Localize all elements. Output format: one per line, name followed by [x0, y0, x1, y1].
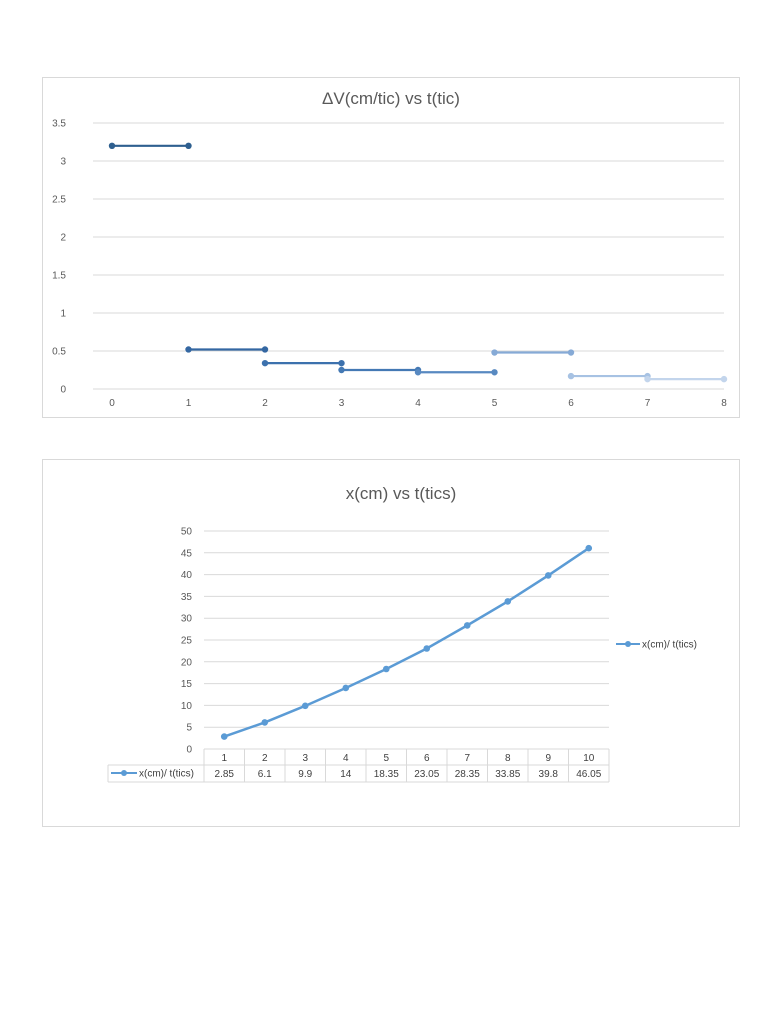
table-value-cell: 23.05	[414, 769, 439, 780]
x-tick-label: 0	[109, 398, 115, 409]
legend-label: x(cm)/ t(tics)	[642, 640, 697, 651]
table-value-cell: 28.35	[455, 769, 480, 780]
series-line	[223, 547, 590, 738]
table-value-cell: 9.9	[298, 769, 312, 780]
table-value-cell: 18.35	[374, 769, 399, 780]
y-tick-label: 30	[181, 614, 193, 625]
data-point	[382, 665, 390, 673]
x-tick-label: 10	[583, 753, 595, 764]
y-tick-label: 2.5	[52, 195, 66, 206]
y-tick-label: 1.5	[52, 271, 66, 282]
table-series-name: x(cm)/ t(tics)	[139, 769, 194, 780]
table-value-cell: 46.05	[576, 769, 601, 780]
x-tick-label: 6	[568, 398, 574, 409]
data-point	[567, 372, 575, 380]
position-chart-panel: x(cm) vs t(tics) 0 5 10 15 20 25 30 35 40 45 50 1 2.8…	[42, 459, 740, 827]
data-point	[338, 359, 345, 367]
x-tick-label: 7	[464, 753, 470, 764]
y-tick-label: 2	[60, 233, 66, 244]
data-point	[414, 369, 422, 376]
data-point	[301, 702, 309, 710]
table-legend-marker	[121, 770, 127, 776]
x-tick-label: 3	[302, 753, 308, 764]
velocity-chart-panel: ΔV(cm/tic) vs t(tic) 0 0.5 1 1.5 2 2.5 3 3.5 0 1 2 3…	[42, 77, 740, 418]
y-tick-label: 3	[60, 157, 66, 168]
y-tick-label: 5	[186, 723, 192, 734]
data-point	[338, 366, 345, 374]
position-chart: x(cm) vs t(tics)0510152025303540455012.8…	[107, 484, 697, 783]
x-tick-label: 1	[221, 753, 227, 764]
data-point	[720, 375, 728, 383]
y-tick-label: 40	[181, 570, 193, 581]
y-tick-label: 15	[181, 679, 193, 690]
x-tick-label: 6	[424, 753, 430, 764]
data-point	[644, 375, 651, 383]
x-tick-label: 8	[721, 398, 727, 409]
chart-title: ΔV(cm/tic) vs t(tic)	[322, 89, 460, 108]
data-point	[544, 572, 552, 579]
table-value-cell: 6.1	[258, 769, 272, 780]
data-point	[261, 719, 269, 726]
y-tick-label: 1	[60, 309, 66, 320]
data-point	[220, 733, 228, 740]
data-point	[108, 142, 116, 149]
table-value-cell: 2.85	[215, 769, 235, 780]
x-tick-label: 4	[343, 753, 349, 764]
table-value-cell: 39.8	[539, 769, 559, 780]
x-tick-label: 5	[383, 753, 389, 764]
data-point	[185, 142, 192, 149]
y-tick-label: 3.5	[52, 119, 66, 130]
data-point	[185, 346, 192, 353]
data-point	[261, 359, 269, 367]
y-tick-label: 50	[181, 527, 193, 538]
x-tick-label: 3	[339, 398, 345, 409]
legend-marker	[625, 641, 631, 647]
y-tick-label: 20	[181, 657, 193, 668]
data-point	[491, 369, 498, 376]
x-tick-label: 2	[262, 398, 268, 409]
x-tick-label: 9	[545, 753, 551, 764]
x-tick-label: 2	[262, 753, 268, 764]
data-point	[463, 622, 471, 629]
y-tick-label: 10	[181, 701, 193, 712]
x-tick-label: 8	[505, 753, 511, 764]
data-point	[585, 544, 593, 552]
data-point	[342, 684, 350, 692]
table-value-cell: 33.85	[495, 769, 520, 780]
x-tick-label: 4	[415, 398, 421, 409]
x-tick-label: 5	[492, 398, 498, 409]
y-tick-label: 0.5	[52, 347, 66, 358]
x-tick-label: 1	[186, 398, 192, 409]
data-point	[261, 346, 269, 353]
data-point	[491, 349, 498, 356]
table-value-cell: 14	[340, 769, 352, 780]
y-tick-label: 0	[60, 385, 66, 396]
y-tick-label: 25	[181, 636, 193, 647]
data-point	[423, 645, 431, 652]
data-point	[504, 598, 512, 605]
y-tick-label: 0	[186, 745, 192, 756]
chart-title: x(cm) vs t(tics)	[346, 484, 456, 503]
data-point	[567, 349, 575, 356]
velocity-chart: ΔV(cm/tic) vs t(tic) 0 0.5 1 1.5 2 2.5 3 3.5 0 1 2 3…	[52, 89, 728, 409]
y-tick-label: 45	[181, 548, 193, 559]
x-tick-label: 7	[645, 398, 651, 409]
y-tick-label: 35	[181, 592, 193, 603]
